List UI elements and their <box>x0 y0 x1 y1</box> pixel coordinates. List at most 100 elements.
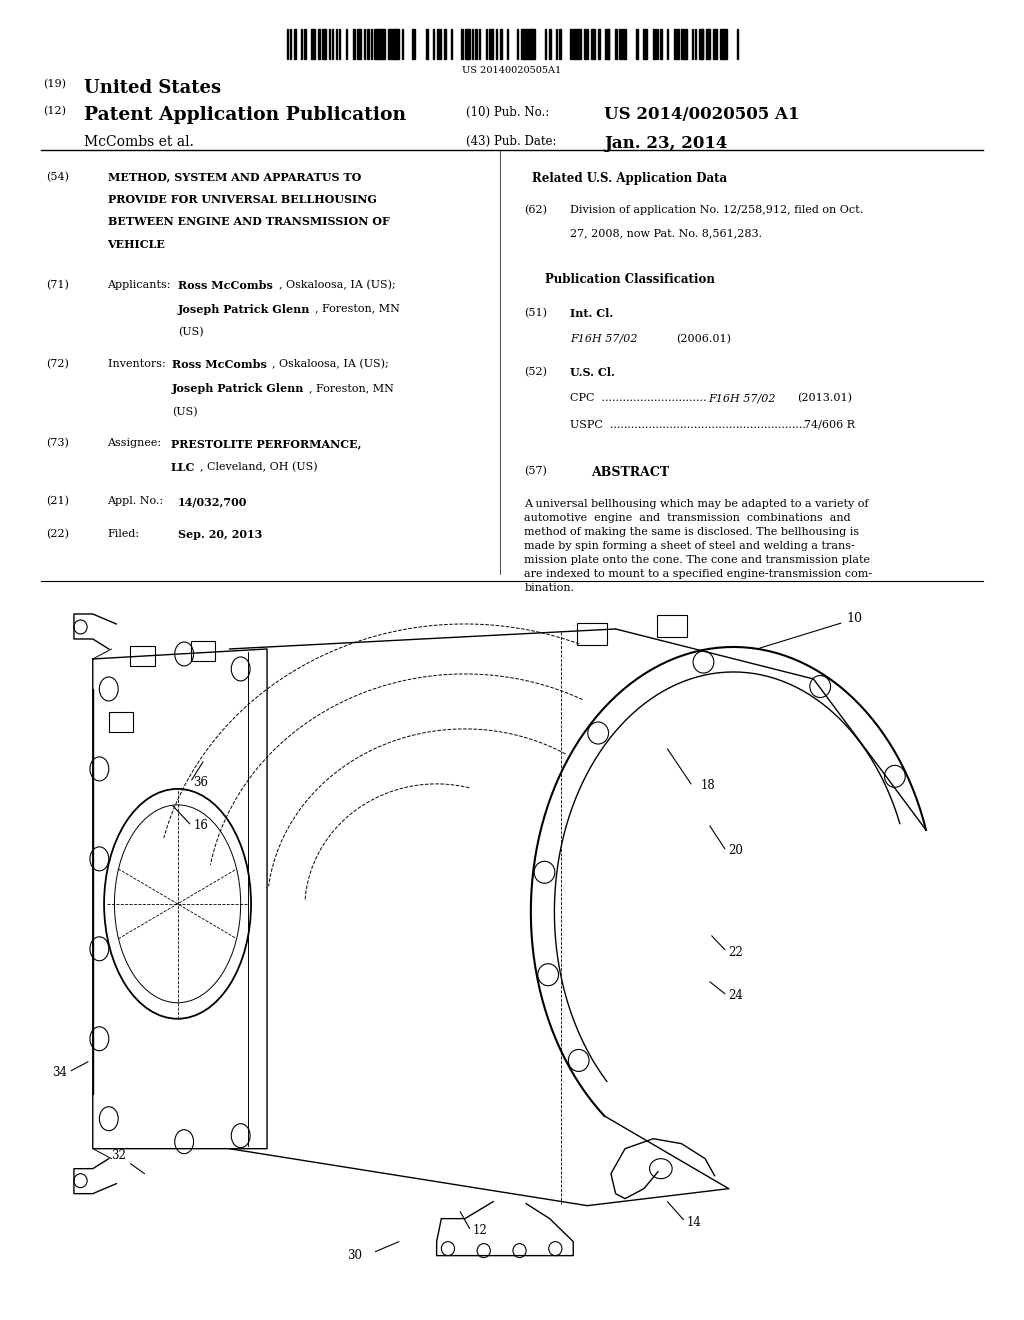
Text: PRESTOLITE PERFORMANCE,: PRESTOLITE PERFORMANCE, <box>171 438 361 449</box>
Bar <box>577 29 581 59</box>
Text: 14/032,700: 14/032,700 <box>178 496 248 507</box>
Bar <box>604 29 608 59</box>
Bar <box>391 29 395 59</box>
Text: US 20140020505A1: US 20140020505A1 <box>463 66 561 75</box>
Bar <box>413 29 415 59</box>
Bar <box>109 711 133 731</box>
Bar <box>318 29 321 59</box>
Bar <box>190 642 215 661</box>
Text: (71): (71) <box>46 280 69 290</box>
Text: 12: 12 <box>472 1224 487 1237</box>
Bar <box>527 29 531 59</box>
Text: 24: 24 <box>729 989 743 1002</box>
Text: F16H 57/02: F16H 57/02 <box>709 393 776 404</box>
Bar <box>329 29 330 59</box>
Bar <box>556 29 557 59</box>
Text: 18: 18 <box>700 779 715 792</box>
Bar <box>685 29 687 59</box>
Text: (43) Pub. Date:: (43) Pub. Date: <box>466 135 556 148</box>
Bar <box>301 29 302 59</box>
Bar <box>675 29 679 59</box>
Text: 74/606 R: 74/606 R <box>804 420 855 430</box>
Bar <box>653 29 655 59</box>
Text: , Foreston, MN: , Foreston, MN <box>315 304 400 314</box>
Text: Division of application No. 12/258,912, filed on Oct.: Division of application No. 12/258,912, … <box>570 205 863 215</box>
Text: , Cleveland, OH (US): , Cleveland, OH (US) <box>200 462 317 473</box>
Bar <box>545 29 546 59</box>
Text: (54): (54) <box>46 172 69 182</box>
Bar <box>433 29 434 59</box>
Bar <box>573 29 578 59</box>
Text: (22): (22) <box>46 529 69 540</box>
Bar <box>374 29 378 59</box>
Bar <box>622 29 626 59</box>
Bar <box>294 29 296 59</box>
Text: BETWEEN ENGINE AND TRANSMISSION OF: BETWEEN ENGINE AND TRANSMISSION OF <box>108 216 389 227</box>
Text: Joseph Patrick Glenn: Joseph Patrick Glenn <box>172 383 304 393</box>
Bar <box>587 29 588 59</box>
Bar <box>395 29 399 59</box>
Bar <box>332 29 333 59</box>
Bar <box>339 29 340 59</box>
Bar <box>304 29 306 59</box>
Bar <box>402 29 403 59</box>
Bar <box>737 29 738 59</box>
Text: (US): (US) <box>178 327 204 338</box>
Text: (57): (57) <box>524 466 547 477</box>
Text: US 2014/0020505 A1: US 2014/0020505 A1 <box>604 106 800 123</box>
Text: 14: 14 <box>686 1216 701 1229</box>
Bar <box>577 623 607 645</box>
Text: (US): (US) <box>172 407 198 417</box>
Text: 32: 32 <box>112 1148 127 1162</box>
Text: (21): (21) <box>46 496 69 507</box>
Text: Appl. No.:: Appl. No.: <box>108 496 164 507</box>
Text: CPC  ..............................: CPC .............................. <box>570 393 707 404</box>
Text: METHOD, SYSTEM AND APPARATUS TO: METHOD, SYSTEM AND APPARATUS TO <box>108 172 360 182</box>
Bar <box>451 29 452 59</box>
Bar <box>311 29 315 59</box>
Text: Jan. 23, 2014: Jan. 23, 2014 <box>604 135 727 152</box>
Text: (72): (72) <box>46 359 69 370</box>
Text: United States: United States <box>84 79 221 98</box>
Bar <box>681 29 685 59</box>
Bar <box>636 29 638 59</box>
Bar <box>381 29 385 59</box>
Text: 36: 36 <box>194 776 209 789</box>
Bar <box>598 29 600 59</box>
Text: McCombs et al.: McCombs et al. <box>84 135 194 149</box>
Bar <box>290 29 291 59</box>
Text: , Oskaloosa, IA (US);: , Oskaloosa, IA (US); <box>279 280 395 290</box>
Bar <box>698 29 702 59</box>
Text: Joseph Patrick Glenn: Joseph Patrick Glenn <box>178 304 310 314</box>
Text: Publication Classification: Publication Classification <box>545 273 715 286</box>
Text: (12): (12) <box>43 106 66 116</box>
Bar <box>692 29 693 59</box>
Bar <box>524 29 528 59</box>
Text: 34: 34 <box>52 1065 68 1078</box>
Text: (10) Pub. No.:: (10) Pub. No.: <box>466 106 549 119</box>
Bar <box>507 29 508 59</box>
Text: Inventors:: Inventors: <box>108 359 172 370</box>
Text: 22: 22 <box>729 946 743 958</box>
Bar <box>130 645 155 667</box>
Bar <box>695 29 696 59</box>
Bar <box>371 29 372 59</box>
Bar <box>437 29 439 59</box>
Bar <box>591 29 595 59</box>
Bar <box>336 29 337 59</box>
Text: U.S. Cl.: U.S. Cl. <box>570 367 615 378</box>
Bar <box>549 29 551 59</box>
Bar <box>472 29 473 59</box>
Text: 10: 10 <box>760 612 862 648</box>
Bar <box>440 29 441 59</box>
Bar <box>584 29 586 59</box>
Bar <box>569 29 571 59</box>
Text: VEHICLE: VEHICLE <box>108 239 166 249</box>
Bar <box>322 29 326 59</box>
Text: Assignee:: Assignee: <box>108 438 162 449</box>
Bar <box>346 29 347 59</box>
Bar <box>559 29 561 59</box>
Text: 16: 16 <box>194 818 209 832</box>
Text: (2006.01): (2006.01) <box>676 334 731 345</box>
Text: ABSTRACT: ABSTRACT <box>591 466 669 479</box>
